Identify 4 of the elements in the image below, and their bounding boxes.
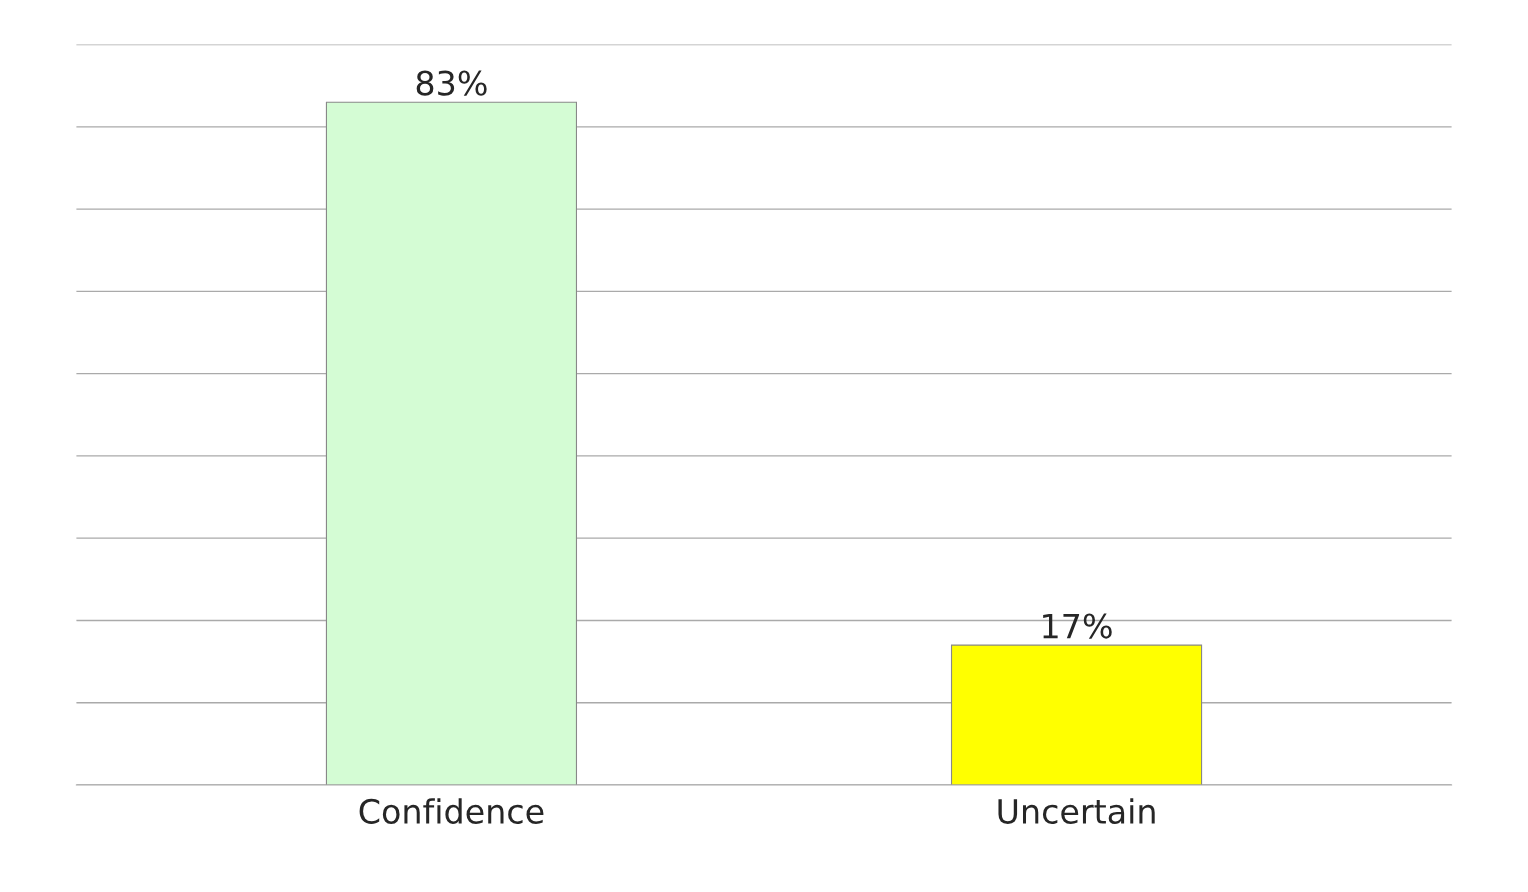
x-tick-label: Uncertain xyxy=(998,798,1155,824)
x-tick-label: Confidence xyxy=(359,798,544,824)
data-label: 83% xyxy=(416,70,487,96)
data-label: 17% xyxy=(1043,613,1112,639)
